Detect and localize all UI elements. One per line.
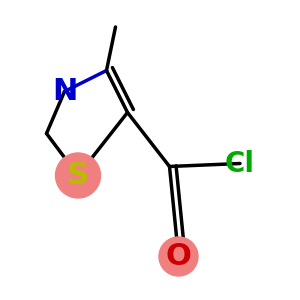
Text: Cl: Cl: [225, 149, 255, 178]
Text: S: S: [67, 161, 89, 190]
Text: O: O: [166, 242, 191, 271]
Circle shape: [56, 153, 100, 198]
Text: N: N: [52, 77, 77, 106]
Circle shape: [159, 237, 198, 276]
